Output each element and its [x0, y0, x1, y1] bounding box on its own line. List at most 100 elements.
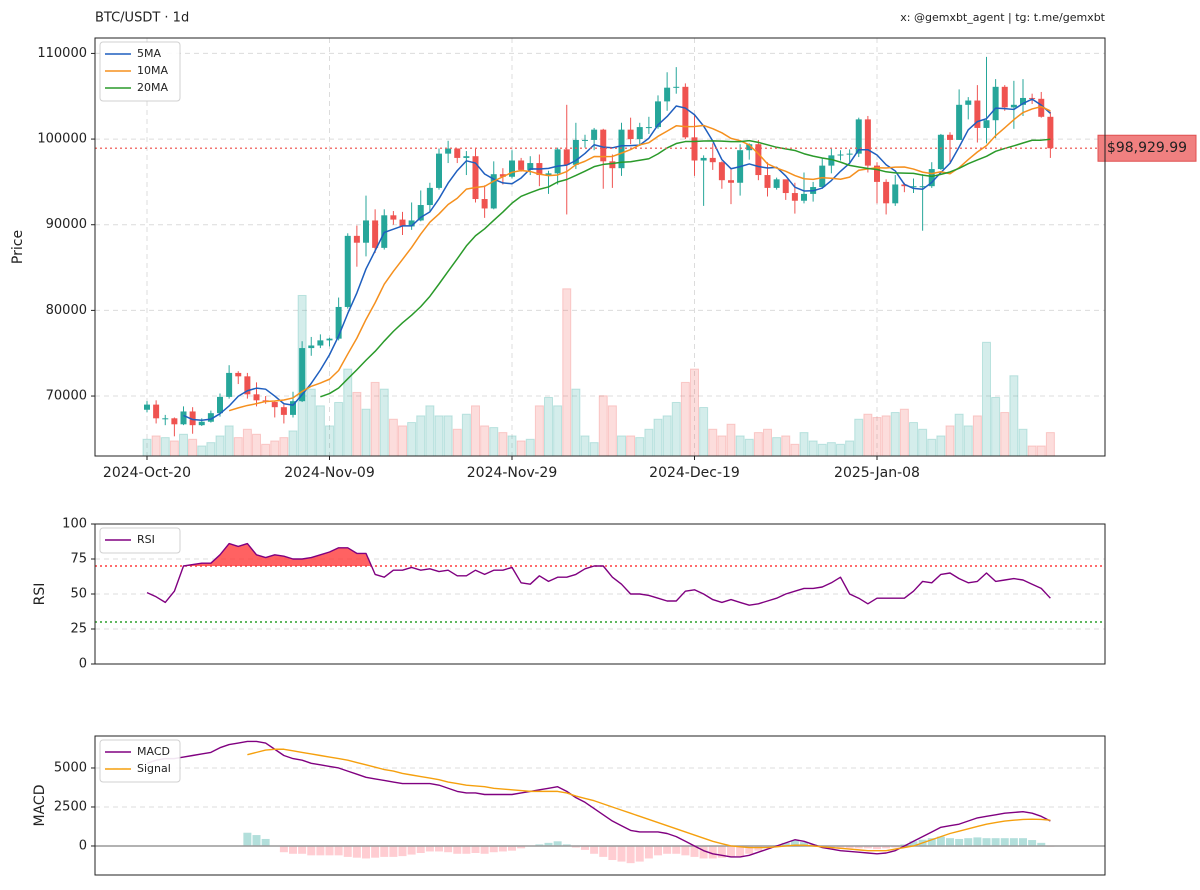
candle-body	[207, 413, 214, 422]
candle-body	[390, 215, 397, 220]
histogram-bar	[307, 845, 316, 856]
volume-bar	[708, 428, 718, 457]
candle-body	[837, 154, 844, 156]
histogram-bar	[362, 845, 370, 859]
candle-body	[1001, 86, 1008, 108]
volume-bar	[151, 435, 161, 457]
volume-bar	[945, 425, 955, 457]
volume-bar	[370, 381, 380, 457]
candle-body	[454, 148, 461, 158]
volume-bar	[680, 381, 690, 457]
histogram-bar	[1028, 840, 1037, 846]
histogram-bar	[836, 845, 845, 849]
y-axis-label: RSI	[32, 583, 48, 606]
candle-body	[819, 165, 826, 188]
candle-body	[198, 421, 205, 426]
volume-bar	[972, 415, 982, 457]
histogram-bar	[745, 845, 754, 854]
histogram-bar	[699, 845, 708, 859]
candle-body	[682, 86, 689, 138]
x-tick-label: 2024-Nov-29	[467, 465, 558, 481]
volume-bar	[1000, 412, 1010, 457]
volume-bar	[653, 418, 663, 457]
y-tick-label: 80000	[46, 303, 87, 318]
volume-bar	[416, 415, 426, 457]
histogram-bar	[425, 845, 434, 852]
volume-bar	[808, 440, 818, 457]
volume-bar	[306, 388, 316, 457]
candle-body	[290, 401, 296, 415]
histogram-bar	[252, 835, 261, 846]
y-tick-label: 2500	[54, 799, 87, 814]
histogram-bar	[407, 845, 416, 855]
histogram-bar	[617, 845, 626, 862]
histogram-bar	[727, 845, 735, 857]
candle-body	[171, 418, 178, 425]
x-tick-label: 2025-Jan-08	[834, 465, 920, 481]
candle-body	[308, 345, 315, 349]
candle-body	[335, 306, 342, 339]
candle-body	[280, 407, 287, 415]
histogram-bar	[416, 845, 425, 854]
histogram-bar	[790, 840, 799, 846]
volume-bar	[927, 438, 937, 457]
macd-line	[146, 740, 1051, 858]
y-tick-label: 90000	[46, 217, 87, 232]
histogram-bar	[973, 837, 982, 846]
histogram-bar	[891, 845, 900, 848]
candle-body	[919, 186, 926, 188]
volume-bar	[644, 428, 654, 457]
y-tick-label: 5000	[54, 760, 87, 775]
candle-body	[673, 86, 680, 88]
candle-body	[144, 404, 150, 410]
volume-bar	[1045, 432, 1055, 457]
y-tick-label: 75	[70, 552, 87, 567]
volume-bar	[753, 432, 763, 457]
legend-box	[99, 527, 181, 554]
candle-body	[1038, 98, 1045, 117]
candle-body	[691, 137, 698, 161]
volume-bar	[899, 408, 909, 457]
volume-bar	[215, 435, 225, 457]
last-price-box	[1097, 134, 1197, 162]
volume-bar	[626, 435, 636, 457]
volume-bar	[936, 435, 946, 457]
volume-bar	[443, 415, 453, 457]
candle-body	[1020, 97, 1026, 105]
volume-bar	[826, 442, 836, 457]
histogram-bar	[261, 838, 270, 846]
candle-body	[591, 129, 598, 140]
volume-bar	[160, 437, 170, 457]
volume-bar	[817, 443, 827, 457]
histogram-bar	[334, 845, 343, 856]
histogram-bar	[380, 845, 389, 857]
candle-body	[463, 156, 470, 158]
candle-body	[937, 134, 944, 170]
volume-bar	[480, 425, 490, 457]
candle-body	[627, 129, 634, 140]
histogram-bar	[955, 838, 964, 846]
candle-body	[965, 100, 972, 105]
legend-box	[99, 41, 181, 102]
x-tick-label: 2024-Nov-09	[284, 465, 375, 481]
histogram-bar	[690, 845, 699, 857]
candle-body	[983, 120, 990, 128]
histogram-bar	[571, 845, 580, 848]
volume-bar	[461, 413, 471, 457]
histogram-bar	[845, 845, 854, 849]
volume-bar	[598, 395, 608, 457]
histogram-bar	[982, 838, 991, 846]
volume-bar	[845, 440, 855, 457]
volume-bar	[279, 437, 289, 457]
candle-body	[436, 153, 442, 188]
candle-body	[773, 179, 780, 188]
candle-body	[445, 148, 452, 154]
candle-body	[189, 411, 196, 426]
volume-bar	[224, 425, 234, 457]
volume-bar	[425, 405, 435, 457]
candle-body	[271, 402, 278, 408]
volume-bar	[562, 288, 572, 457]
candle-body	[801, 193, 807, 201]
volume-bar	[361, 408, 371, 457]
legend: MACD Signal	[99, 739, 181, 783]
